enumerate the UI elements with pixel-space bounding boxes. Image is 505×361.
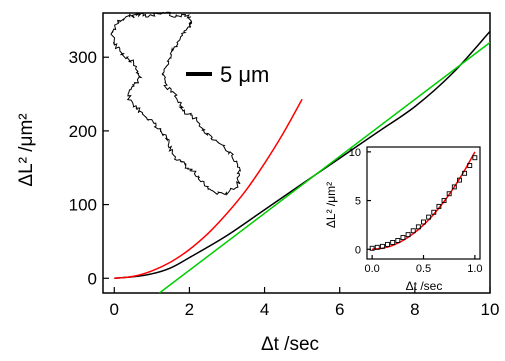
inset-series-1-point [426,214,432,220]
inset-series-1-point [400,235,406,241]
main-y-tick-label: 100 [69,196,97,215]
inset-series-1-point [421,219,426,225]
inset-x-tick-label: 1.0 [467,263,482,275]
main-plot-frame [102,12,491,294]
main-x-tick-label: 10 [481,300,500,319]
inset-series-1-point [405,232,411,238]
inset-plot-frame [366,146,481,260]
main-series-0-line [114,30,490,280]
inset-series-1-point [415,224,421,230]
inset-y-tick-label: 10 [349,147,361,159]
main-y-tick-label: 200 [69,122,97,141]
inset-x-tick-label: 0.5 [416,263,431,275]
inset-series-1-point [390,239,396,245]
main-series-1-line [114,98,303,280]
main-x-tick-label: 2 [185,300,194,319]
main-y-tick-label: 0 [88,269,97,288]
inset-series-1-point [374,244,380,250]
scale-bar-label: 5 μm [220,62,269,87]
inset-series-1-point [462,170,468,176]
inset-series-1-point [451,184,457,190]
inset-series-1-point [457,177,462,183]
main-y-axis-label: ΔL² /μm² [16,113,37,186]
inset-series-1-point [395,238,401,243]
inset-y-tick-label: 0 [355,244,361,256]
main-x-tick-label: 8 [410,300,419,319]
inset-series-1-point [467,163,473,168]
inset-series-1-point [379,243,385,249]
inset-series-1-point [446,191,452,197]
inset-x-tick-label: 0.0 [364,263,379,275]
main-x-tick-label: 4 [260,300,269,319]
inset-series-1-point [431,209,437,215]
inset-series-1-point [385,241,390,247]
main-y-tick-label: 300 [69,48,97,67]
inset-series-group [369,151,478,251]
inset-axis-ticks: 0.0 0.5 1.0 0 5 10 [349,147,483,275]
inset-series-1-point [410,228,416,234]
main-x-axis-label: Δt /sec [261,334,319,355]
main-series-group [114,30,490,293]
inset-series-1-point [369,245,375,251]
main-x-tick-label: 0 [110,300,119,319]
inset-series-1-point [472,155,478,161]
main-x-tick-label: 6 [335,300,344,319]
inset-series-1-point [441,198,447,204]
inset-y-tick-label: 5 [355,196,361,208]
inset-y-axis-label: ΔL² /μm² [324,182,338,228]
main-series-2-line [158,41,490,293]
trajectory-illustration [110,11,242,196]
inset-x-axis-label: Δt /sec [406,279,443,293]
inset-series-1-point [436,203,442,209]
